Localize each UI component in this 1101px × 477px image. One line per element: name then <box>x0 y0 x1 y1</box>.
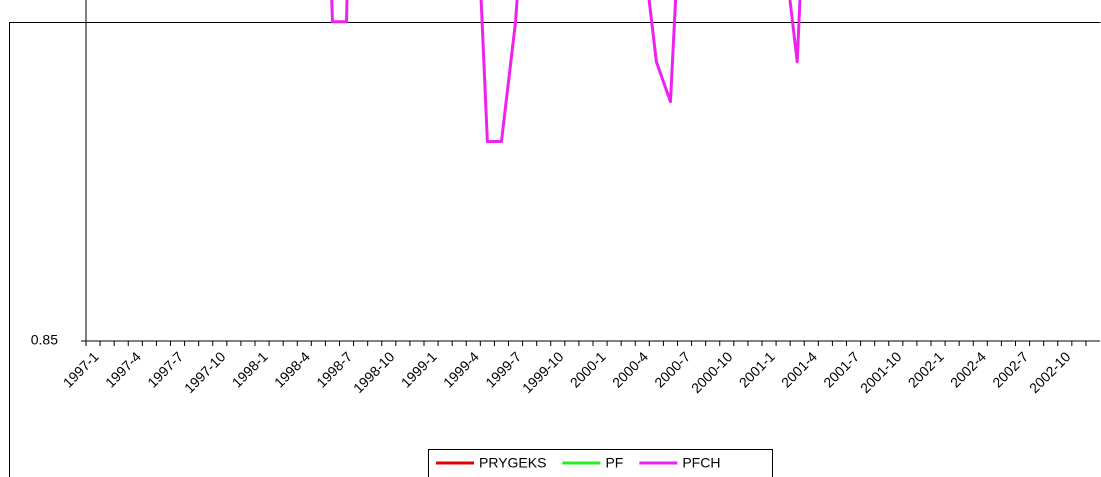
y-tick-label: 0.85 <box>31 332 58 348</box>
legend-box <box>428 449 773 477</box>
x-tick-label: 1998-1 <box>229 348 271 390</box>
x-tick-label: 2000-1 <box>567 348 609 390</box>
x-tick-label: 2001-10 <box>857 348 905 396</box>
x-tick-label: 2002-4 <box>947 348 989 390</box>
x-tick-label: 1998-4 <box>271 348 313 390</box>
legend-label: PRYGEKS <box>479 455 546 471</box>
series-line <box>330 0 802 143</box>
x-tick-label: 1997-10 <box>181 348 229 396</box>
x-tick-label: 1999-4 <box>440 348 482 390</box>
x-tick-label: 2000-4 <box>609 348 651 390</box>
x-tick-label: 1997-4 <box>102 348 144 390</box>
legend-label: PFCH <box>682 455 720 471</box>
x-tick-label: 1998-10 <box>350 348 398 396</box>
legend-label: PF <box>605 455 623 471</box>
x-tick-label: 2000-10 <box>688 348 736 396</box>
x-tick-label: 1999-10 <box>519 348 567 396</box>
x-tick-label: 2001-4 <box>778 348 820 390</box>
x-tick-label: 1997-1 <box>60 348 102 390</box>
x-tick-label: 2002-10 <box>1026 348 1074 396</box>
legend: PRYGEKS PF PFCH <box>428 449 773 477</box>
x-tick-label: 2001-1 <box>736 348 778 390</box>
x-tick-label: 2002-1 <box>905 348 947 390</box>
chart-frame <box>9 22 1101 477</box>
x-tick-label: 1999-1 <box>398 348 440 390</box>
